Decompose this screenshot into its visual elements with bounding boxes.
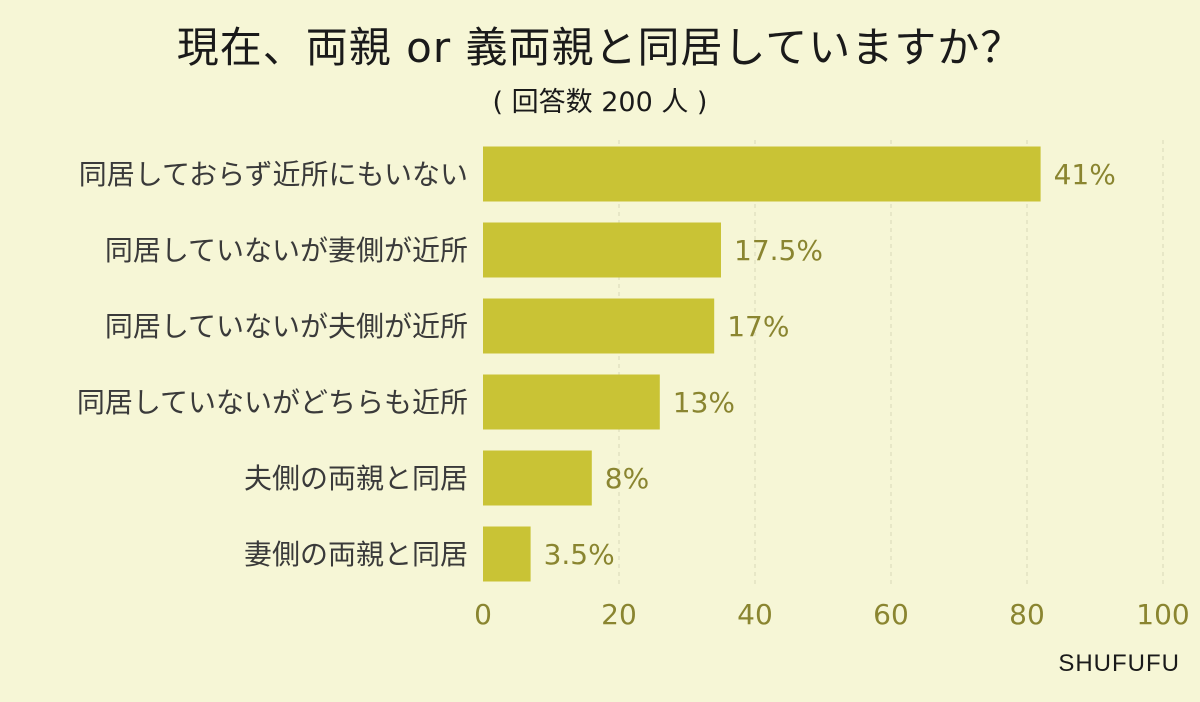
category-label: 妻側の両親と同居: [244, 538, 468, 571]
category-label: 夫側の両親と同居: [244, 462, 468, 495]
bar: [483, 146, 1041, 202]
bar: [483, 374, 660, 430]
data-label: 13%: [673, 386, 735, 419]
data-label: 8%: [605, 462, 649, 495]
category-label: 同居していないが夫側が近所: [105, 310, 468, 343]
data-label: 17%: [727, 310, 789, 343]
chart-title: 現在、両親 or 義両親と同居していますか？: [176, 23, 1024, 72]
bar: [483, 298, 715, 354]
data-label: 3.5%: [544, 538, 615, 571]
x-tick-label: 20: [601, 598, 637, 631]
x-tick-label: 40: [737, 598, 773, 631]
chart-subtitle: ( 回答数 200 人 ): [492, 87, 708, 118]
brand-logo: SHUFUFU: [1058, 650, 1180, 677]
x-tick-label: 100: [1136, 598, 1189, 631]
bar: [483, 526, 531, 582]
category-label: 同居しておらず近所にもいない: [79, 158, 468, 191]
x-tick-label: 0: [474, 598, 492, 631]
bar: [483, 450, 592, 506]
data-label: 17.5%: [734, 234, 823, 267]
category-label: 同居していないがどちらも近所: [77, 386, 468, 419]
bar: [483, 222, 721, 278]
x-tick-label: 80: [1009, 598, 1045, 631]
category-label: 同居していないが妻側が近所: [105, 234, 468, 267]
data-label: 41%: [1054, 158, 1116, 191]
x-tick-label: 60: [873, 598, 909, 631]
